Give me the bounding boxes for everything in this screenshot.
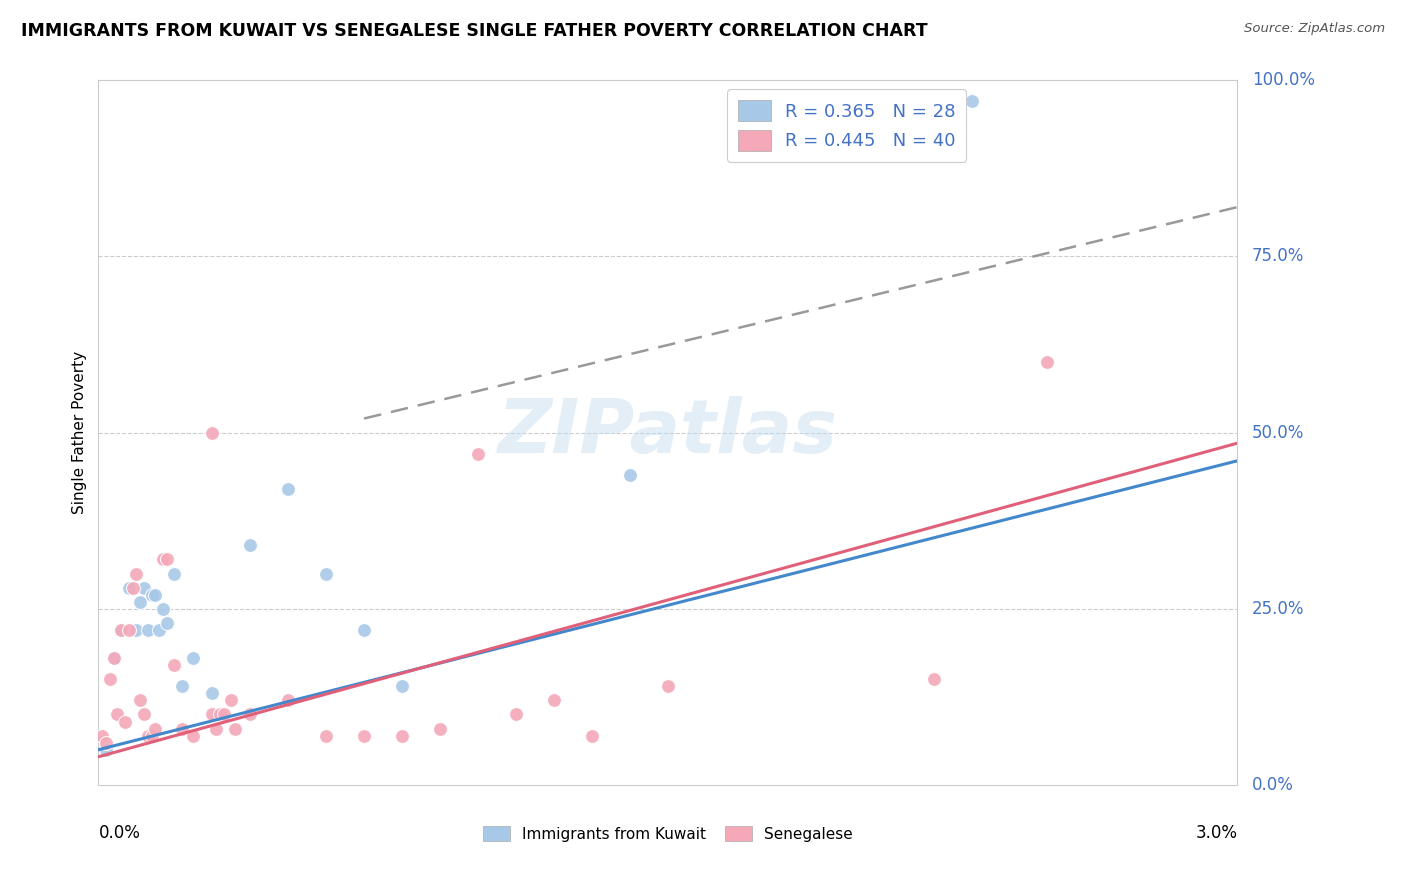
Point <box>125 566 148 581</box>
Point <box>212 707 235 722</box>
Point <box>239 707 262 722</box>
Point <box>132 707 155 722</box>
Point <box>114 714 136 729</box>
Text: ZIPatlas: ZIPatlas <box>498 396 838 469</box>
Point <box>353 623 375 637</box>
Point <box>103 651 125 665</box>
Point <box>152 601 174 615</box>
Text: 100.0%: 100.0% <box>1253 71 1315 89</box>
Point <box>201 686 224 700</box>
Point <box>353 729 375 743</box>
Point <box>543 693 565 707</box>
Point <box>121 581 143 595</box>
Point <box>145 588 167 602</box>
Point <box>141 729 163 743</box>
Point <box>125 623 148 637</box>
Point <box>141 588 163 602</box>
Point <box>208 707 231 722</box>
Point <box>277 693 299 707</box>
Point <box>110 623 132 637</box>
Point <box>163 566 186 581</box>
Text: Source: ZipAtlas.com: Source: ZipAtlas.com <box>1244 22 1385 36</box>
Point <box>129 693 152 707</box>
Point <box>129 595 152 609</box>
Point <box>103 651 125 665</box>
Point <box>170 722 193 736</box>
Point <box>221 693 243 707</box>
Point <box>156 552 179 566</box>
Text: IMMIGRANTS FROM KUWAIT VS SENEGALESE SINGLE FATHER POVERTY CORRELATION CHART: IMMIGRANTS FROM KUWAIT VS SENEGALESE SIN… <box>21 22 928 40</box>
Point <box>163 658 186 673</box>
Point <box>315 729 337 743</box>
Point <box>205 722 228 736</box>
Text: 0.0%: 0.0% <box>98 823 141 842</box>
Point <box>183 651 205 665</box>
Point <box>657 679 679 693</box>
Point <box>315 566 337 581</box>
Text: 50.0%: 50.0% <box>1253 424 1305 442</box>
Point <box>224 722 246 736</box>
Point <box>922 95 945 109</box>
Point <box>91 729 114 743</box>
Point <box>132 581 155 595</box>
Text: 3.0%: 3.0% <box>1195 823 1237 842</box>
Point <box>118 581 141 595</box>
Text: 0.0%: 0.0% <box>1253 776 1294 794</box>
Point <box>98 673 121 687</box>
Point <box>201 707 224 722</box>
Point <box>110 623 132 637</box>
Point <box>391 729 413 743</box>
Point <box>148 623 170 637</box>
Point <box>619 467 641 482</box>
Point <box>201 425 224 440</box>
Point <box>136 623 159 637</box>
Point <box>429 722 451 736</box>
Point <box>239 538 262 552</box>
Text: 25.0%: 25.0% <box>1253 599 1305 618</box>
Point <box>277 482 299 496</box>
Legend: Immigrants from Kuwait, Senegalese: Immigrants from Kuwait, Senegalese <box>477 820 859 847</box>
Point <box>118 623 141 637</box>
Point <box>183 729 205 743</box>
Point <box>107 707 129 722</box>
Point <box>391 679 413 693</box>
Point <box>960 95 983 109</box>
Point <box>467 447 489 461</box>
Y-axis label: Single Father Poverty: Single Father Poverty <box>72 351 87 514</box>
Point <box>94 742 117 756</box>
Point <box>156 615 179 630</box>
Point <box>922 673 945 687</box>
Point <box>1036 355 1059 369</box>
Point <box>581 729 603 743</box>
Point <box>136 729 159 743</box>
Point <box>505 707 527 722</box>
Text: 75.0%: 75.0% <box>1253 247 1305 266</box>
Point <box>145 722 167 736</box>
Point <box>152 552 174 566</box>
Point <box>170 679 193 693</box>
Point <box>94 736 117 750</box>
